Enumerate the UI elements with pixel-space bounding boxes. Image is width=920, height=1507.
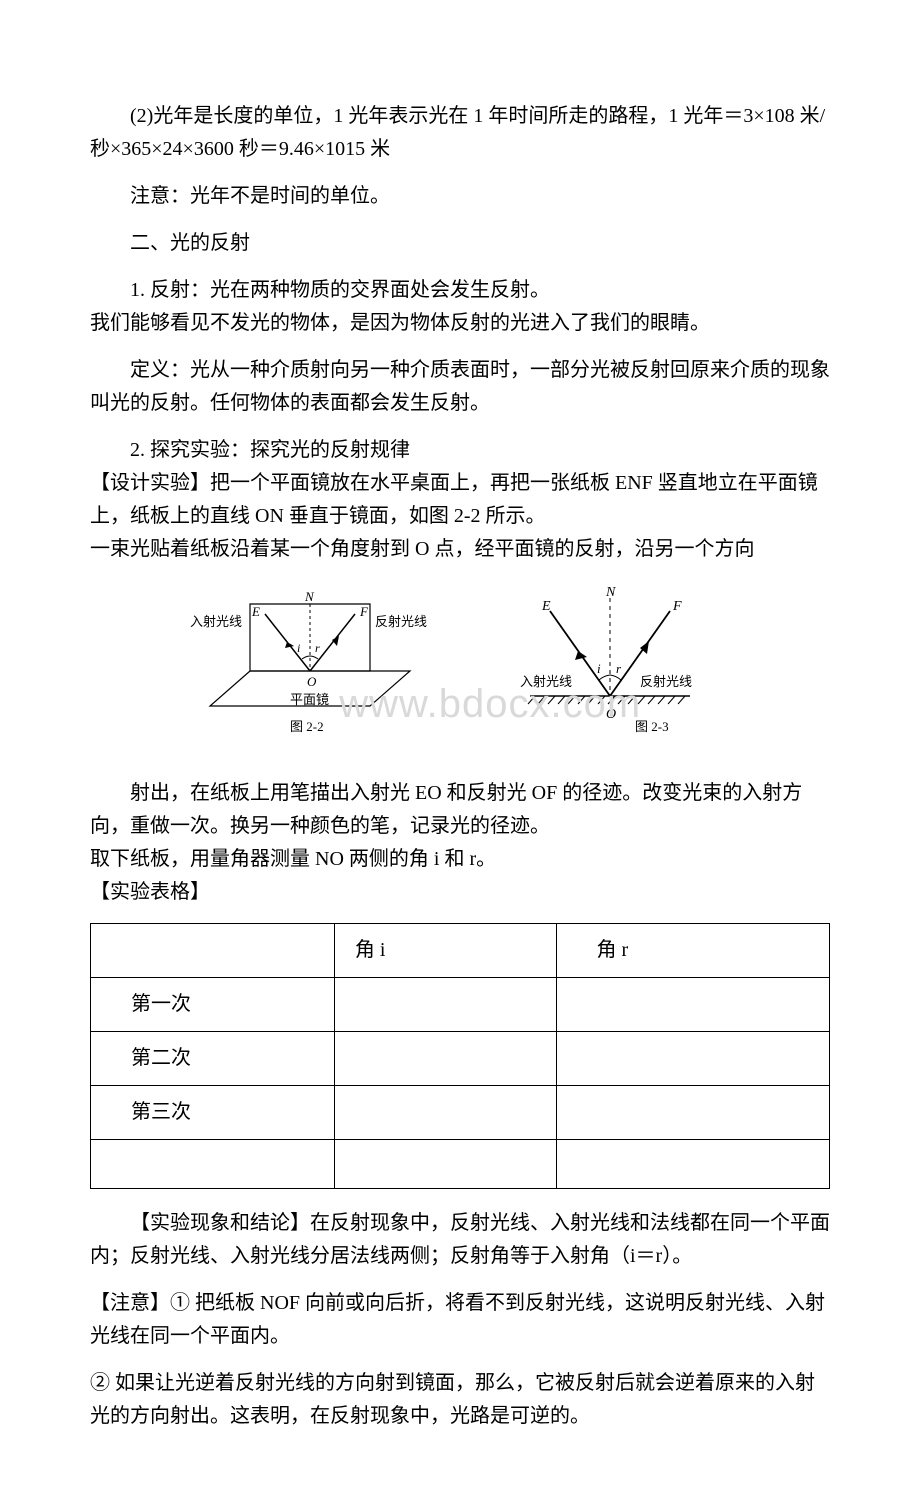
table-cell: 第一次 [91,978,335,1032]
table-cell [334,1140,556,1189]
label-reflected: 反射光线 [375,614,427,629]
paragraph-reflection-def1: 1. 反射：光在两种物质的交界面处会发生反射。 [90,274,830,307]
label-F: F [359,604,369,619]
table-cell: 第二次 [91,1032,335,1086]
label-i: i [297,641,300,655]
label-reflected2: 反射光线 [640,674,692,689]
label-r: r [315,641,320,655]
paragraph-experiment-design2: 一束光贴着纸板沿着某一个角度射到 O 点，经平面镜的反射，沿另一个方向 [90,533,830,566]
paragraph-experiment-title: 2. 探究实验：探究光的反射规律 [90,434,830,467]
label-N: N [304,589,315,604]
label-O2: O [606,707,616,722]
table-cell [556,1140,829,1189]
paragraph-experiment-design: 【设计实验】把一个平面镜放在水平桌面上，再把一张纸板 ENF 竖直地立在平面镜上… [90,467,830,533]
paragraph-conclusion: 【实验现象和结论】在反射现象中，反射光线、入射光线和法线都在同一个平面内；反射光… [90,1207,830,1273]
paragraph-trace: 射出，在纸板上用笔描出入射光 EO 和反射光 OF 的径迹。改变光束的入射方向，… [90,777,830,843]
paragraph-measure: 取下纸板，用量角器测量 NO 两侧的角 i 和 r。 [90,843,830,876]
label-incident2: 入射光线 [520,674,572,689]
section-heading-reflection: 二、光的反射 [90,227,830,260]
paragraph-note2: ② 如果让光逆着反射光线的方向射到镜面，那么，它被反射后就会逆着原来的入射光的方… [90,1367,830,1433]
label-F2: F [672,599,682,614]
label-incident: 入射光线 [190,614,242,629]
label-mirror: 平面镜 [290,692,329,707]
table-row: 第三次 [91,1086,830,1140]
figure-row: E N F O i r 入射光线 反射光线 平面镜 图 2-2 [90,586,830,747]
paragraph-reflection-def1b: 我们能够看见不发光的物体，是因为物体反射的光进入了我们的眼睛。 [90,307,830,340]
experiment-table: 角 i 角 r 第一次 第二次 第三次 [90,923,830,1189]
figure-2-3: E N F O i r 入射光线 反射光线 图 2-3 [490,586,730,747]
table-cell: 第三次 [91,1086,335,1140]
paragraph-reflection-def2: 定义：光从一种介质射向另一种介质表面时，一部分光被反射回原来介质的现象叫光的反射… [90,354,830,420]
label-r2: r [616,661,622,676]
figure-2-2-caption: 图 2-2 [290,719,324,734]
label-E: E [251,604,260,619]
label-E2: E [541,599,551,614]
table-cell [556,978,829,1032]
document-page: (2)光年是长度的单位，1 光年表示光在 1 年时间所走的路程，1 光年＝3×1… [0,0,920,1507]
paragraph-note: 注意：光年不是时间的单位。 [90,180,830,213]
figure-2-3-caption: 图 2-3 [635,719,669,734]
label-N2: N [605,586,616,600]
table-cell [91,1140,335,1189]
label-O: O [307,674,317,689]
table-cell [556,1032,829,1086]
table-cell [91,924,335,978]
figure-2-2: E N F O i r 入射光线 反射光线 平面镜 图 2-2 [190,586,430,747]
table-cell [556,1086,829,1140]
table-row: 第二次 [91,1032,830,1086]
table-row: 角 i 角 r [91,924,830,978]
table-row [91,1140,830,1189]
table-cell [334,978,556,1032]
table-cell: 角 i [334,924,556,978]
table-cell: 角 r [556,924,829,978]
paragraph-lightyear: (2)光年是长度的单位，1 光年表示光在 1 年时间所走的路程，1 光年＝3×1… [90,100,830,166]
table-cell [334,1032,556,1086]
table-row: 第一次 [91,978,830,1032]
paragraph-note1: 【注意】① 把纸板 NOF 向前或向后折，将看不到反射光线，这说明反射光线、入射… [90,1287,830,1353]
label-i2: i [597,661,601,676]
table-cell [334,1086,556,1140]
paragraph-table-label: 【实验表格】 [90,876,830,909]
